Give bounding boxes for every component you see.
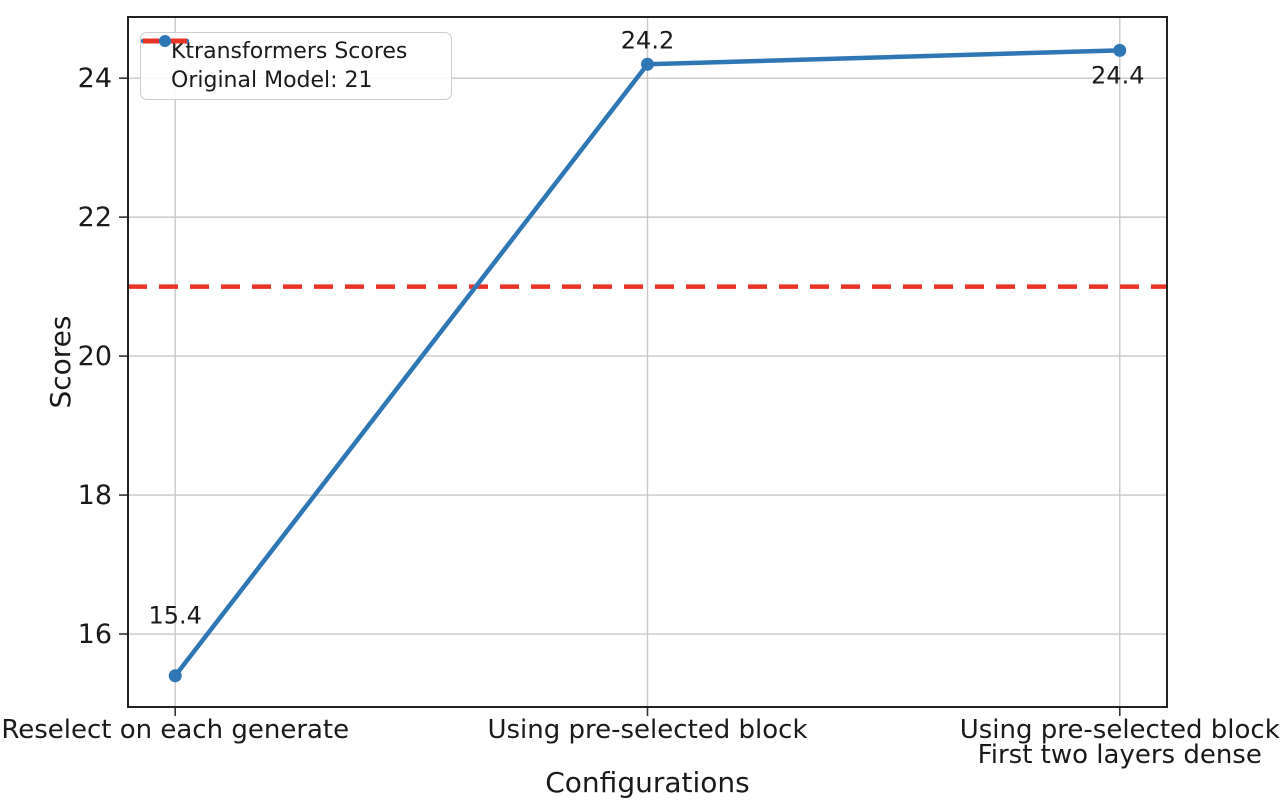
y-tick-label: 18 (78, 480, 112, 511)
y-tick-label: 24 (78, 63, 112, 94)
legend: Ktransformers Scores Original Model: 21 (140, 32, 452, 100)
legend-series-label: Ktransformers Scores (171, 38, 408, 64)
x-axis-title: Configurations (545, 766, 749, 799)
y-tick-label: 22 (78, 202, 112, 233)
data-point-marker (1113, 43, 1127, 57)
x-tick-label: Reselect on each generate (1, 715, 349, 745)
legend-baseline-label: Original Model: 21 (171, 67, 373, 93)
legend-item-series: Ktransformers Scores (141, 35, 451, 64)
data-point-label: 24.2 (621, 26, 674, 54)
data-point-label: 24.4 (1091, 61, 1144, 89)
x-tick-label: Using pre-selected block (487, 715, 807, 745)
y-tick-label: 20 (78, 341, 112, 372)
data-point-marker (168, 669, 182, 683)
data-point-label: 15.4 (149, 602, 202, 630)
legend-baseline-dash-icon (143, 38, 187, 44)
x-tick-label: First two layers dense (978, 740, 1262, 770)
y-tick-label: 16 (78, 619, 112, 650)
x-tick-label: Using pre-selected block (960, 715, 1280, 745)
y-axis-title: Scores (44, 315, 77, 408)
data-point-marker (641, 57, 654, 71)
legend-item-baseline: Original Model: 21 (143, 38, 451, 93)
plot-border (127, 16, 1168, 708)
